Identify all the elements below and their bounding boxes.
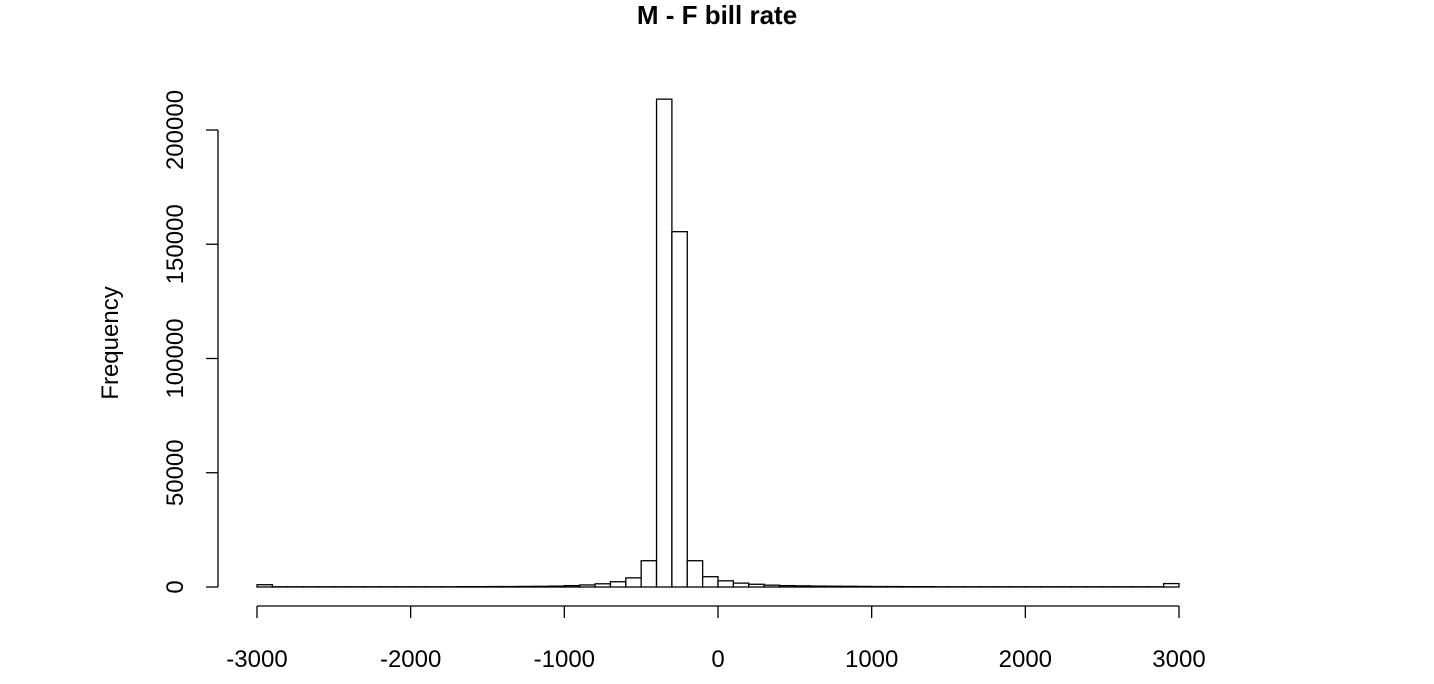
- y-axis-label: Frequency: [97, 286, 124, 399]
- histogram-bar: [778, 584, 796, 588]
- x-tick-label: 3000: [1152, 646, 1205, 673]
- histogram-bar: [640, 560, 658, 588]
- histogram-bars: [256, 98, 1180, 588]
- histogram-bar: [548, 585, 565, 588]
- x-tick-label: -2000: [380, 646, 441, 673]
- histogram-bar: [763, 584, 781, 588]
- histogram-bar: [609, 581, 627, 588]
- histogram-bar: [686, 560, 704, 588]
- histogram-bar: [732, 582, 750, 588]
- y-tick-label: 50000: [162, 439, 189, 506]
- histogram-bar: [655, 98, 673, 588]
- histogram-bar: [594, 583, 612, 588]
- histogram-bar: [717, 580, 735, 588]
- x-tick-label: -1000: [534, 646, 595, 673]
- y-axis: 0 50000 100000 150000 200000: [162, 90, 219, 594]
- histogram-bar: [1162, 582, 1180, 588]
- chart-title: M - F bill rate: [637, 0, 797, 30]
- y-tick-label: 150000: [162, 204, 189, 284]
- x-tick-label: 2000: [999, 646, 1052, 673]
- histogram-bar: [809, 585, 827, 588]
- histogram-bar: [824, 585, 842, 588]
- x-tick-label: 0: [711, 646, 724, 673]
- x-tick-label: 1000: [845, 646, 898, 673]
- histogram-bar: [748, 583, 765, 588]
- histogram-bar: [855, 585, 873, 588]
- histogram-bar: [794, 585, 811, 588]
- x-tick-label: -3000: [226, 646, 287, 673]
- x-axis: -3000 -2000 -1000 0 1000 2000 3000: [226, 605, 1206, 673]
- histogram-bar: [671, 231, 688, 588]
- histogram-bar: [840, 585, 857, 588]
- histogram-bar: [563, 584, 581, 588]
- histogram-bar: [256, 584, 274, 588]
- y-tick-label: 100000: [162, 318, 189, 398]
- histogram-bar: [532, 585, 550, 588]
- histogram-bar: [517, 585, 535, 588]
- y-tick-label: 0: [162, 580, 189, 593]
- histogram-bar: [701, 576, 719, 588]
- histogram-bar: [625, 577, 642, 588]
- histogram-bar: [579, 584, 596, 588]
- y-tick-label: 200000: [162, 90, 189, 170]
